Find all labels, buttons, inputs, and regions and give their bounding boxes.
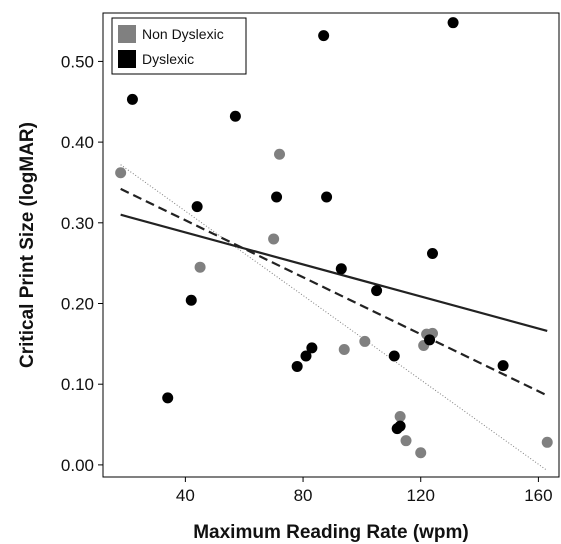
point-dyslexic <box>191 201 203 213</box>
point-non-dyslexic <box>338 344 350 356</box>
plot-frame <box>102 12 560 478</box>
y-tick-label: 0.00 <box>61 456 94 475</box>
point-dyslexic <box>162 392 174 404</box>
y-tick-label: 0.40 <box>61 133 94 152</box>
x-axis: 40 80 120 160 <box>176 477 553 505</box>
point-dyslexic <box>497 360 509 372</box>
point-dyslexic <box>394 420 406 432</box>
point-dyslexic <box>126 93 138 105</box>
point-dyslexic <box>306 342 318 354</box>
point-dyslexic <box>426 247 438 259</box>
x-tick-label: 120 <box>407 486 435 505</box>
point-dyslexic <box>271 191 283 203</box>
point-non-dyslexic <box>415 447 427 459</box>
y-tick-label: 0.10 <box>61 375 94 394</box>
y-axis: 0.00 0.10 0.20 0.30 0.40 0.50 <box>61 52 103 475</box>
x-tick-label: 160 <box>524 486 552 505</box>
x-tick-label: 80 <box>294 486 313 505</box>
point-non-dyslexic <box>268 233 280 245</box>
fit-line-solid <box>120 213 548 333</box>
point-non-dyslexic <box>359 335 371 347</box>
point-dyslexic <box>300 350 312 362</box>
point-dyslexic <box>291 360 303 372</box>
y-tick-label: 0.20 <box>61 295 94 314</box>
point-dyslexic <box>229 110 241 122</box>
legend-swatch-dyslexic <box>118 50 136 68</box>
point-dyslexic <box>335 263 347 275</box>
y-axis-title: Critical Print Size (logMAR) <box>17 122 38 368</box>
point-non-dyslexic <box>194 261 206 273</box>
point-dyslexic <box>447 17 459 29</box>
point-dyslexic <box>321 191 333 203</box>
legend: Non Dyslexic Dyslexic <box>111 17 247 75</box>
x-axis-title: Maximum Reading Rate (wpm) <box>193 522 469 543</box>
point-non-dyslexic <box>274 148 286 160</box>
point-dyslexic <box>318 30 330 42</box>
data-points <box>115 17 553 459</box>
x-tick-label: 40 <box>176 486 195 505</box>
fit-lines <box>120 164 548 471</box>
point-dyslexic <box>371 285 383 297</box>
legend-swatch-non-dyslexic <box>118 25 136 43</box>
y-tick-label: 0.50 <box>61 52 94 71</box>
point-non-dyslexic <box>394 410 406 422</box>
legend-label-dyslexic: Dyslexic <box>142 51 194 67</box>
point-non-dyslexic <box>400 435 412 447</box>
legend-label-non-dyslexic: Non Dyslexic <box>142 26 224 42</box>
fit-line-dashed <box>120 187 548 397</box>
point-dyslexic <box>388 350 400 362</box>
point-non-dyslexic <box>541 436 553 448</box>
point-dyslexic <box>424 334 436 346</box>
point-non-dyslexic <box>115 167 127 179</box>
y-tick-label: 0.30 <box>61 214 94 233</box>
point-dyslexic <box>185 294 197 306</box>
fit-line-dotted <box>120 164 548 471</box>
